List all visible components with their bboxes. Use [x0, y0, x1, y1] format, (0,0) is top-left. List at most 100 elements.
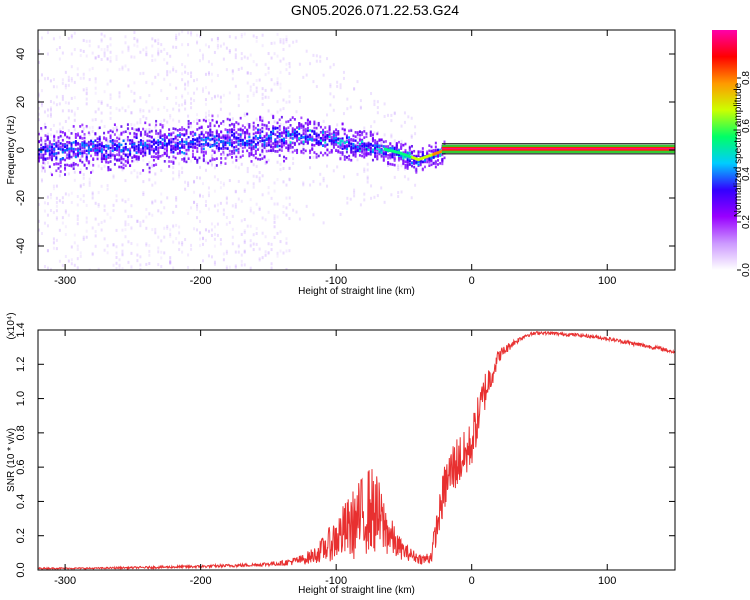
heatmap-cell [326, 184, 329, 188]
heatmap-cell [118, 153, 121, 157]
heatmap-cell [202, 153, 205, 157]
heatmap-cell [402, 158, 405, 162]
heatmap-cell [378, 139, 381, 142]
heatmap-cell [118, 95, 121, 99]
heatmap-cell [369, 152, 372, 156]
heatmap-cell [64, 209, 67, 213]
heatmap-cell [76, 244, 79, 248]
heatmap-cell [181, 126, 184, 129]
heatmap-cell [322, 179, 325, 183]
heatmap-cell [228, 138, 231, 142]
heatmap-cell [64, 163, 67, 167]
heatmap-cell [402, 155, 405, 158]
heatmap-cell [207, 72, 210, 76]
heatmap-cell [252, 91, 255, 95]
heatmap-cell [40, 101, 43, 105]
heatmap-cell [55, 247, 58, 251]
heatmap-cell [85, 216, 88, 220]
heatmap-cell [210, 97, 213, 101]
heatmap-cell [210, 153, 213, 157]
heatmap-cell [225, 265, 228, 269]
heatmap-cell [390, 113, 393, 117]
heatmap-cell [168, 128, 171, 131]
heatmap-cell [430, 163, 433, 167]
heatmap-cell [272, 147, 275, 151]
heatmap-cell [272, 142, 275, 145]
heatmap-cell [370, 92, 373, 96]
heatmap-cell [61, 196, 64, 200]
heatmap-cell [67, 36, 70, 40]
heatmap-cell [341, 147, 344, 150]
heatmap-cell [330, 132, 333, 136]
heatmap-cell [283, 141, 286, 144]
heatmap-cell [112, 243, 115, 247]
heatmap-cell [191, 146, 194, 149]
heatmap-cell [213, 204, 216, 208]
heatmap-cell [79, 168, 82, 172]
heatmap-cell [76, 257, 79, 261]
heatmap-cell [193, 180, 196, 184]
heatmap-cell [88, 126, 91, 130]
heatmap-cell [240, 52, 243, 56]
heatmap-cell [250, 160, 253, 163]
heatmap-cell [241, 150, 244, 153]
heatmap-cell [46, 157, 49, 160]
heatmap-cell [131, 140, 134, 144]
heatmap-cell [248, 142, 251, 145]
heatmap-cell [109, 216, 112, 220]
heatmap-cell [288, 178, 291, 182]
heatmap-cell [176, 144, 179, 148]
heatmap-cell [261, 102, 264, 106]
heatmap-cell [139, 108, 142, 112]
heatmap-cell [172, 166, 175, 170]
heatmap-cell [207, 133, 210, 137]
heatmap-cell [103, 90, 106, 94]
snr-y-tick-label: 1.4 [15, 322, 27, 337]
heatmap-cell [199, 59, 202, 63]
heatmap-cell [352, 147, 355, 150]
heatmap-cell [282, 210, 285, 214]
heatmap-cell [274, 141, 277, 145]
heatmap-cell [302, 129, 305, 132]
heatmap-cell [163, 142, 166, 145]
heatmap-cell [273, 214, 276, 218]
heatmap-cell [415, 155, 418, 159]
heatmap-cell [176, 128, 179, 132]
heatmap-cell [339, 157, 342, 161]
heatmap-cell [97, 164, 100, 168]
heatmap-cell [240, 259, 243, 263]
heatmap-cell [285, 134, 288, 137]
heatmap-cell [434, 141, 437, 145]
heatmap-cell [246, 112, 249, 116]
heatmap-cell [304, 149, 307, 153]
heatmap-cell [129, 164, 132, 167]
heatmap-cell [311, 139, 314, 142]
heatmap-cell [261, 174, 264, 178]
heatmap-cell [146, 163, 149, 166]
heatmap-cell [81, 137, 84, 140]
heatmap-cell [157, 146, 160, 150]
heatmap-cell [76, 222, 79, 226]
heatmap-cell [373, 103, 376, 107]
heatmap-cell [359, 106, 362, 110]
heatmap-cell [157, 150, 160, 154]
heatmap-cell [43, 166, 46, 170]
heatmap-cell [145, 242, 148, 246]
heatmap-cell [172, 162, 175, 165]
heatmap-cell [211, 144, 214, 148]
heatmap-cell [157, 107, 160, 111]
heatmap-cell [428, 159, 431, 163]
heatmap-cell [339, 83, 342, 87]
heatmap-cell [76, 265, 79, 269]
heatmap-cell [40, 36, 43, 40]
heatmap-cell [87, 148, 90, 152]
heatmap-cell [115, 57, 118, 61]
heatmap-cell [304, 135, 307, 139]
heatmap-cell [337, 131, 340, 135]
heatmap-cell [187, 80, 190, 84]
heatmap-cell [154, 172, 157, 176]
heatmap-cell [432, 152, 435, 156]
heatmap-cell [216, 203, 219, 207]
heatmap-cell [106, 68, 109, 72]
heatmap-cell [332, 143, 335, 147]
